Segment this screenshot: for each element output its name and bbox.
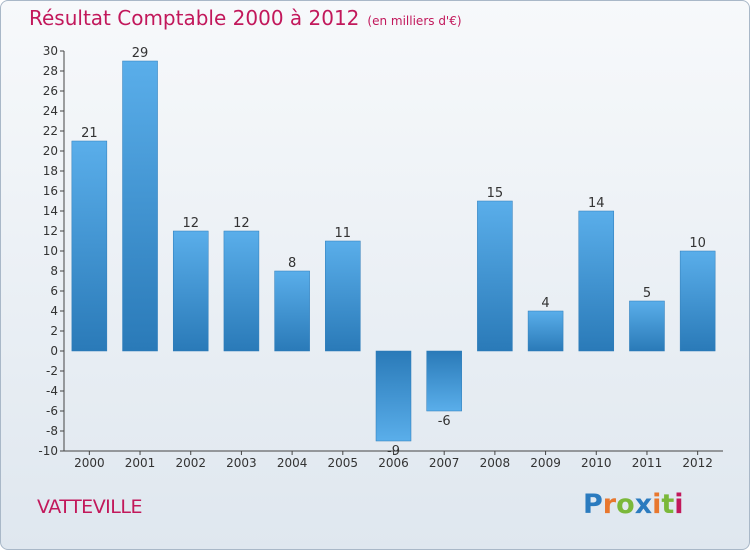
y-tick-label: 12 (43, 224, 58, 238)
data-label: 12 (233, 216, 250, 231)
x-tick-label: 2012 (682, 456, 713, 470)
y-tick-label: 28 (43, 64, 58, 78)
y-tick-label: 10 (43, 244, 58, 258)
x-tick-label: 2008 (480, 456, 511, 470)
x-tick-label: 2009 (530, 456, 561, 470)
data-label: -6 (438, 414, 451, 429)
commune-name: VATTEVILLE (37, 496, 142, 518)
chart-title: Résultat Comptable 2000 à 2012 (en millie… (29, 6, 462, 30)
data-label: 10 (689, 236, 706, 251)
chart-title-text: Résultat Comptable 2000 à 2012 (29, 6, 360, 30)
data-label: -9 (387, 444, 400, 459)
bar (426, 350, 462, 412)
data-label: 14 (588, 196, 605, 211)
x-tick-label: 2004 (277, 456, 308, 470)
chart-subtitle: (en milliers d'€) (367, 14, 462, 28)
logo-letter: r (602, 489, 617, 520)
bar (629, 300, 665, 352)
data-label: 11 (335, 226, 352, 241)
y-tick-label: -8 (46, 424, 58, 438)
y-tick-label: 26 (43, 84, 58, 98)
proxiti-logo: Proxiti (583, 489, 684, 520)
bar (375, 350, 412, 442)
bar (477, 200, 513, 352)
y-tick-label: 0 (50, 344, 58, 358)
bar (122, 60, 158, 352)
y-tick-label: 16 (43, 184, 58, 198)
logo-letter: x (634, 489, 653, 520)
y-tick-label: 30 (43, 44, 58, 58)
bar (274, 270, 310, 352)
data-label: 12 (182, 216, 199, 231)
y-tick-label: 4 (50, 304, 58, 318)
x-tick-label: 2010 (581, 456, 612, 470)
x-tick-label: 2001 (125, 456, 156, 470)
data-label: 8 (288, 256, 296, 271)
logo-letter: P (583, 489, 603, 520)
logo-letter: o (616, 489, 635, 520)
y-tick-label: 6 (50, 284, 58, 298)
y-tick-label: 20 (43, 144, 58, 158)
y-tick-label: -10 (38, 444, 58, 458)
y-tick-label: -4 (46, 384, 58, 398)
logo-letter: i (674, 489, 684, 520)
x-tick-label: 2011 (632, 456, 663, 470)
y-tick-label: 24 (43, 104, 58, 118)
data-label: 5 (643, 286, 651, 301)
x-tick-label: 2000 (74, 456, 105, 470)
data-label: 29 (132, 46, 149, 61)
x-tick-label: 2007 (429, 456, 460, 470)
logo-letter: t (661, 489, 675, 520)
bar (172, 230, 209, 352)
y-tick-label: -6 (46, 404, 58, 418)
bar (71, 140, 108, 352)
data-label: 21 (81, 126, 98, 141)
bar (679, 250, 716, 352)
y-tick-label: 2 (50, 324, 58, 338)
y-tick-label: 22 (43, 124, 58, 138)
bar (527, 310, 564, 352)
bar (325, 240, 361, 352)
x-tick-label: 2006 (378, 456, 409, 470)
data-label: 4 (541, 296, 549, 311)
x-tick-label: 2002 (175, 456, 206, 470)
bar (578, 210, 615, 352)
x-tick-label: 2003 (226, 456, 257, 470)
y-tick-label: 14 (43, 204, 58, 218)
bar (223, 230, 260, 352)
x-tick-label: 2005 (328, 456, 359, 470)
data-label: 15 (487, 186, 504, 201)
logo-letter: i (652, 489, 662, 520)
y-tick-label: -2 (46, 364, 58, 378)
y-tick-label: 18 (43, 164, 58, 178)
y-tick-label: 8 (50, 264, 58, 278)
